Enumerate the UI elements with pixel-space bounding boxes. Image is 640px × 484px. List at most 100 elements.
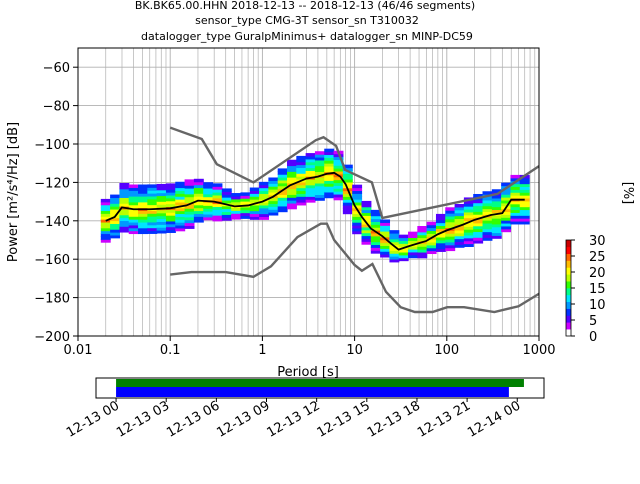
heatmap-cell [454, 203, 465, 208]
heatmap-cell [240, 212, 251, 217]
heatmap-cell [296, 181, 307, 186]
heatmap-cell [305, 164, 316, 169]
heatmap-cell [268, 191, 279, 196]
heatmap-cell [249, 216, 260, 220]
heatmap-cell [380, 242, 391, 246]
heatmap-cell [184, 219, 195, 224]
timeline-tick-label: 12-14 00 [465, 398, 523, 440]
heatmap-cell [389, 247, 400, 251]
heatmap-cell [287, 177, 297, 181]
heatmap-cell [110, 197, 121, 201]
heatmap-cell [268, 186, 279, 190]
timeline-tick-label: 12-13 12 [265, 398, 323, 440]
heatmap-cell [277, 185, 288, 190]
colorbar-swatch [566, 260, 571, 268]
heatmap-cell [249, 207, 260, 212]
heatmap-cell [240, 192, 251, 196]
heatmap-cell [435, 242, 446, 247]
heatmap-cell [333, 188, 344, 192]
heatmap-cell [454, 209, 465, 214]
heatmap-cell [212, 203, 223, 207]
heatmap-cell [501, 217, 512, 221]
heatmap-cell [426, 233, 437, 237]
heatmap-cell [445, 207, 456, 211]
heatmap-cell [138, 227, 148, 232]
heatmap-cell [463, 240, 474, 245]
heatmap-cell [445, 230, 456, 234]
heatmap-cell [463, 208, 474, 213]
heatmap-cell [175, 219, 186, 223]
heatmap-cell [435, 239, 446, 244]
heatmap-cell [324, 148, 335, 153]
heatmap-cell [305, 196, 316, 200]
heatmap-cell [463, 217, 474, 222]
heatmap-cell [454, 241, 465, 245]
heatmap-cell [463, 234, 474, 239]
heatmap-cell [482, 237, 493, 241]
heatmap-cell [314, 151, 325, 155]
heatmap-cell [287, 179, 297, 184]
y-axis-label: Power [m²/s⁴/Hz] [dB] [6, 122, 21, 262]
heatmap-cell [147, 216, 158, 220]
colorbar-tick-label: 5 [589, 314, 597, 329]
heatmap-cell [501, 211, 512, 215]
heatmap-cell [193, 210, 204, 214]
heatmap-cell [100, 239, 111, 243]
heatmap-cell [510, 186, 521, 190]
heatmap-cell [361, 238, 372, 242]
heatmap-cell [454, 238, 465, 243]
heatmap-cell [305, 190, 316, 194]
heatmap-cell [156, 230, 167, 234]
heatmap-cell [370, 238, 381, 243]
heatmap-cell [203, 196, 214, 201]
heatmap-cell [221, 205, 232, 210]
heatmap-cell [184, 208, 195, 212]
heatmap-cell [482, 191, 493, 195]
heatmap-cell [426, 224, 437, 229]
heatmap-cell [314, 168, 325, 172]
heatmap-cell [193, 190, 204, 194]
heatmap-cell [445, 224, 456, 229]
heatmap-cell [445, 233, 456, 237]
heatmap-cell [473, 222, 484, 227]
heatmap-cell [268, 209, 279, 213]
heatmap-cell [165, 189, 176, 193]
median-line [105, 171, 525, 251]
heatmap-cell [408, 234, 418, 239]
heatmap-cell [361, 215, 372, 219]
heatmap-cell [184, 188, 195, 192]
heatmap-cell [519, 203, 530, 208]
heatmap-cell [100, 204, 111, 209]
heatmap-cell [370, 215, 381, 220]
heatmap-cell [147, 230, 158, 234]
heatmap-cell [119, 200, 130, 204]
ppsd-heatmap [100, 148, 530, 263]
heatmap-cell [454, 221, 465, 225]
heatmap-cell [110, 223, 121, 227]
heatmap-cell [277, 205, 288, 210]
heatmap-cell [435, 216, 446, 221]
heatmap-cell [314, 177, 325, 181]
heatmap-cell [305, 155, 316, 160]
heatmap-cell [305, 158, 316, 163]
heatmap-cell [175, 210, 186, 215]
heatmap-cell [287, 171, 297, 175]
heatmap-cell [342, 176, 353, 180]
heatmap-cell [482, 231, 493, 236]
heatmap-cell [165, 186, 176, 190]
high-noise-model-line [169, 126, 540, 220]
heatmap-cell [408, 240, 418, 244]
heatmap-cell [473, 237, 484, 241]
heatmap-cell [156, 212, 167, 217]
heatmap-cell [389, 253, 400, 257]
heatmap-cell [324, 168, 335, 173]
heatmap-cell [147, 184, 158, 188]
heatmap-cell [156, 224, 167, 228]
heatmap-cell [231, 207, 242, 211]
heatmap-cell [473, 234, 484, 238]
heatmap-cell [193, 181, 204, 186]
heatmap-cell [110, 203, 121, 207]
heatmap-cell [482, 225, 493, 230]
heatmap-cell [463, 200, 474, 204]
